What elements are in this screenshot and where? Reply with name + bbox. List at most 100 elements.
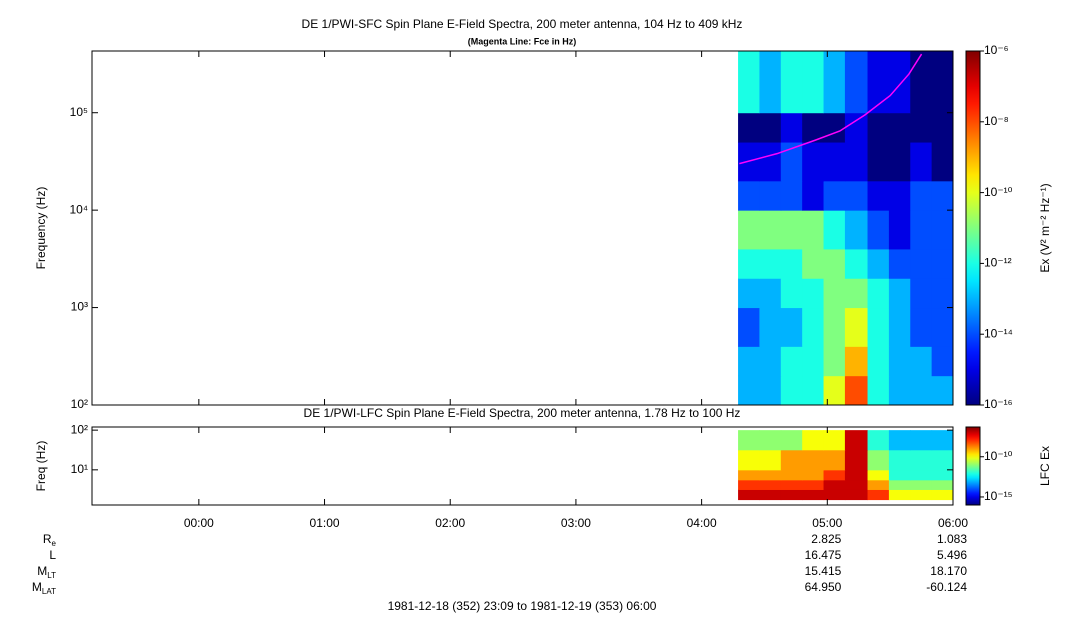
heatmap-cell bbox=[780, 449, 803, 471]
ephemeris-label-sub: LAT bbox=[42, 587, 56, 596]
x-tick-label: 05:00 bbox=[812, 516, 842, 530]
y-tick-label: 10³ bbox=[71, 300, 88, 314]
chart-subtitle: (Magenta Line: Fce in Hz) bbox=[468, 36, 577, 46]
heatmap-cell bbox=[823, 210, 846, 250]
ephemeris-label-sub: LT bbox=[47, 571, 56, 580]
heatmap-cell bbox=[802, 142, 825, 182]
heatmap-cell bbox=[844, 51, 869, 114]
ephemeris-label-main: M bbox=[37, 564, 47, 578]
heatmap-cell bbox=[759, 346, 782, 377]
heatmap-cell bbox=[888, 112, 911, 143]
ephemeris-label: MLAT bbox=[32, 580, 56, 596]
heatmap-cell bbox=[888, 248, 911, 279]
heatmap-cell bbox=[844, 346, 869, 377]
colorbar-tick-label: 10⁻⁸ bbox=[984, 114, 1009, 128]
heatmap-cell bbox=[867, 346, 890, 377]
ephemeris-value: 5.496 bbox=[937, 548, 967, 562]
ephemeris-label-main: R bbox=[43, 532, 52, 546]
heatmap-cell bbox=[759, 51, 782, 114]
heatmap-cell bbox=[867, 430, 890, 451]
heatmap-cell bbox=[802, 180, 825, 211]
heatmap-cell bbox=[867, 307, 890, 347]
heatmap-cell bbox=[931, 489, 954, 501]
chart-title: DE 1/PWI-LFC Spin Plane E-Field Spectra,… bbox=[304, 406, 741, 420]
heatmap-cell bbox=[867, 51, 890, 114]
heatmap-cell bbox=[823, 479, 846, 490]
heatmap-cell bbox=[759, 142, 782, 182]
colorbar bbox=[965, 50, 981, 406]
heatmap-cell bbox=[780, 51, 803, 114]
x-tick-label: 04:00 bbox=[687, 516, 717, 530]
y-tick-label: 10¹ bbox=[71, 462, 88, 476]
heatmap-cell bbox=[867, 449, 890, 471]
heatmap-cell bbox=[910, 449, 933, 471]
heatmap-cell bbox=[823, 430, 846, 451]
heatmap-cell bbox=[844, 248, 869, 279]
y-tick-label: 10² bbox=[71, 397, 88, 411]
heatmap-cell bbox=[910, 248, 933, 279]
ephemeris-label: L bbox=[49, 548, 56, 562]
heatmap-cell bbox=[910, 489, 933, 501]
heatmap-cell bbox=[867, 112, 890, 143]
heatmap-cell bbox=[931, 180, 954, 211]
heatmap-cell bbox=[802, 449, 825, 471]
heatmap-cell bbox=[844, 430, 869, 451]
heatmap-cell bbox=[802, 479, 825, 490]
heatmap-cell bbox=[931, 142, 954, 182]
heatmap-cell bbox=[780, 469, 803, 481]
heatmap-cell bbox=[931, 430, 954, 451]
heatmap-cell bbox=[823, 469, 846, 481]
heatmap-cell bbox=[931, 375, 954, 406]
heatmap-cell bbox=[931, 278, 954, 309]
heatmap-cell bbox=[802, 430, 825, 451]
heatmap-cell bbox=[759, 180, 782, 211]
heatmap-cell bbox=[844, 210, 869, 250]
ephemeris-label: MLT bbox=[37, 564, 56, 580]
heatmap-cell bbox=[844, 180, 869, 211]
heatmap-cell bbox=[780, 278, 803, 309]
heatmap-cell bbox=[844, 449, 869, 471]
heatmap-cell bbox=[844, 489, 869, 501]
ephemeris-value: 1.083 bbox=[937, 532, 967, 546]
time-range: 1981-12-18 (352) 23:09 to 1981-12-19 (35… bbox=[388, 599, 657, 613]
heatmap-cell bbox=[931, 210, 954, 250]
heatmap-cell bbox=[867, 278, 890, 309]
heatmap-cell bbox=[867, 210, 890, 250]
heatmap-cell bbox=[738, 346, 760, 377]
ephemeris-value: 16.475 bbox=[805, 548, 842, 562]
heatmap-cell bbox=[910, 112, 933, 143]
heatmap-cell bbox=[780, 112, 803, 143]
heatmap-cell bbox=[867, 479, 890, 490]
heatmap-cell bbox=[910, 375, 933, 406]
chart-title: DE 1/PWI-SFC Spin Plane E-Field Spectra,… bbox=[302, 17, 743, 31]
heatmap-cell bbox=[931, 248, 954, 279]
heatmap-cell bbox=[780, 375, 803, 406]
ephemeris-label-sub: e bbox=[52, 539, 57, 548]
heatmap-cell bbox=[738, 449, 760, 471]
heatmap-cell bbox=[910, 307, 933, 347]
ephemeris-value: -60.124 bbox=[926, 580, 967, 594]
heatmap-cell bbox=[780, 248, 803, 279]
heatmap-cell bbox=[888, 210, 911, 250]
heatmap-cell bbox=[931, 51, 954, 114]
heatmap-cell bbox=[910, 278, 933, 309]
colorbar-tick-label: 10⁻¹² bbox=[984, 256, 1012, 270]
heatmap-cell bbox=[931, 479, 954, 490]
heatmap-cell bbox=[802, 248, 825, 279]
heatmap-cell bbox=[910, 142, 933, 182]
heatmap-cell bbox=[931, 449, 954, 471]
heatmap-cell bbox=[759, 112, 782, 143]
colorbar-tick-label: 10⁻¹⁰ bbox=[984, 449, 1013, 463]
heatmap-cell bbox=[802, 210, 825, 250]
colorbar-label: Ex (V² m⁻² Hz⁻¹) bbox=[1038, 183, 1052, 272]
heatmap-cell bbox=[931, 469, 954, 481]
heatmap-cell bbox=[802, 278, 825, 309]
heatmap-cell bbox=[844, 278, 869, 309]
ephemeris-label-main: L bbox=[49, 548, 56, 562]
heatmap-cell bbox=[910, 346, 933, 377]
heatmap-cell bbox=[780, 479, 803, 490]
plot-frame bbox=[91, 50, 954, 406]
heatmap-cell bbox=[802, 346, 825, 377]
heatmap-cell bbox=[759, 449, 782, 471]
